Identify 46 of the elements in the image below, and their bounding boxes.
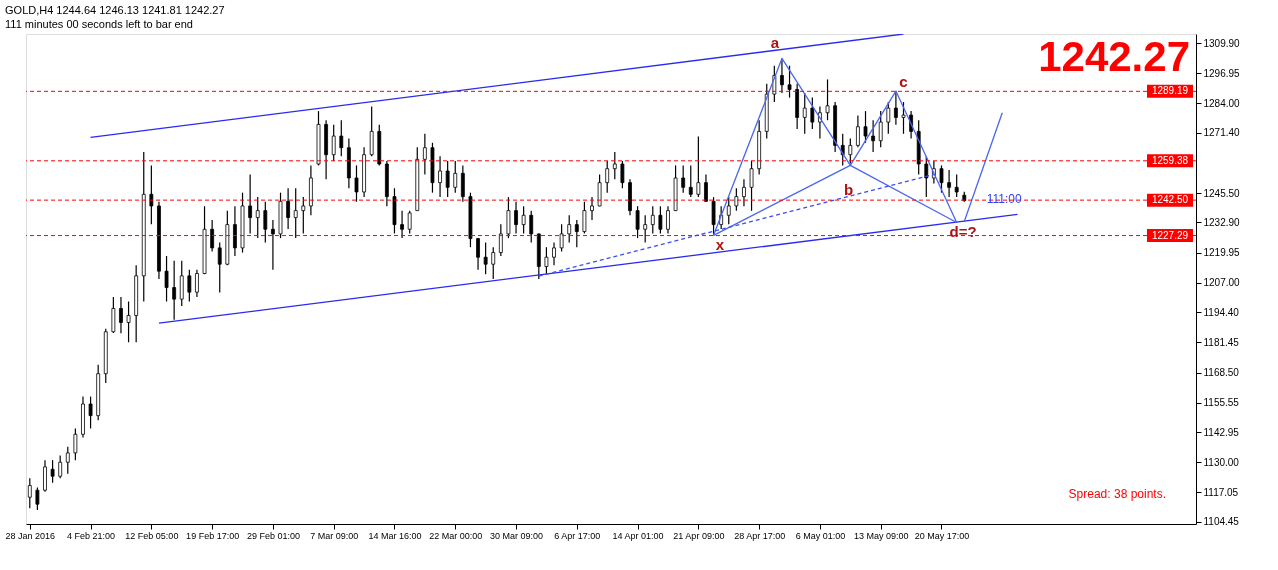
x-tick-label: 4 Feb 21:00 <box>67 530 116 541</box>
x-tick-label: 12 Feb 05:00 <box>125 530 179 541</box>
ref-line-label: 1242.50 <box>1151 194 1189 206</box>
y-tick-label: 1155.55 <box>1203 397 1240 409</box>
y-tick-label: 1130.00 <box>1203 456 1240 468</box>
annotation: b <box>843 180 854 198</box>
y-tick-label: 1181.45 <box>1203 336 1240 348</box>
annotation: x <box>715 235 725 253</box>
y-tick-label: 1284.00 <box>1203 97 1241 109</box>
x-tick-label: 6 May 01:00 <box>795 530 846 541</box>
y-tick-label: 1245.50 <box>1203 187 1241 199</box>
x-tick-label: 19 Feb 17:00 <box>186 530 240 541</box>
y-tick-label: 1296.95 <box>1203 67 1241 79</box>
x-tick-label: 14 Mar 16:00 <box>368 530 422 541</box>
x-tick-label: 30 Mar 09:00 <box>490 530 544 541</box>
y-tick-label: 1219.95 <box>1203 247 1241 259</box>
ref-line-label: 1227.29 <box>1151 229 1189 241</box>
x-tick-label: 28 Apr 17:00 <box>734 530 786 541</box>
y-tick-label: 1271.40 <box>1203 127 1241 139</box>
x-tick-label: 28 Jan 2016 <box>5 530 56 541</box>
y-tick-label: 1232.90 <box>1203 217 1241 228</box>
x-tick-label: 29 Feb 01:00 <box>246 530 300 541</box>
y-tick-label: 1168.50 <box>1203 367 1240 379</box>
ref-line-label: 1289.19 <box>1151 85 1189 97</box>
y-tick-label: 1194.40 <box>1203 306 1240 318</box>
x-tick-label: 7 Mar 09:00 <box>310 530 359 541</box>
x-tick-label: 22 Mar 00:00 <box>429 530 483 541</box>
x-tick-label: 14 Apr 01:00 <box>612 530 664 541</box>
y-tick-label: 1309.90 <box>1203 37 1241 49</box>
annotation: 1242.27 <box>1038 33 1190 80</box>
y-tick-label: 1207.00 <box>1203 277 1241 289</box>
chart-title: GOLD,H4 1244.64 1246.13 1241.81 1242.27 <box>5 4 225 16</box>
annotation: a <box>770 33 780 51</box>
x-tick-label: 13 May 09:00 <box>853 530 909 541</box>
ref-line-label: 1259.38 <box>1151 154 1189 166</box>
chart-subtitle: 111 minutes 00 seconds left to bar end <box>5 18 193 30</box>
y-tick-label: 1104.45 <box>1203 516 1240 528</box>
x-tick-label: 20 May 17:00 <box>914 530 970 541</box>
x-tick-label: 6 Apr 17:00 <box>554 530 601 541</box>
x-tick-label: 21 Apr 09:00 <box>673 530 725 541</box>
annotation: Spread: 38 points. <box>1068 487 1166 501</box>
annotation: c <box>899 73 908 91</box>
annotation: 111:00 <box>986 192 1022 207</box>
y-tick-label: 1117.05 <box>1203 486 1239 498</box>
annotation: d=? <box>949 222 977 240</box>
y-tick-label: 1142.95 <box>1203 426 1240 438</box>
